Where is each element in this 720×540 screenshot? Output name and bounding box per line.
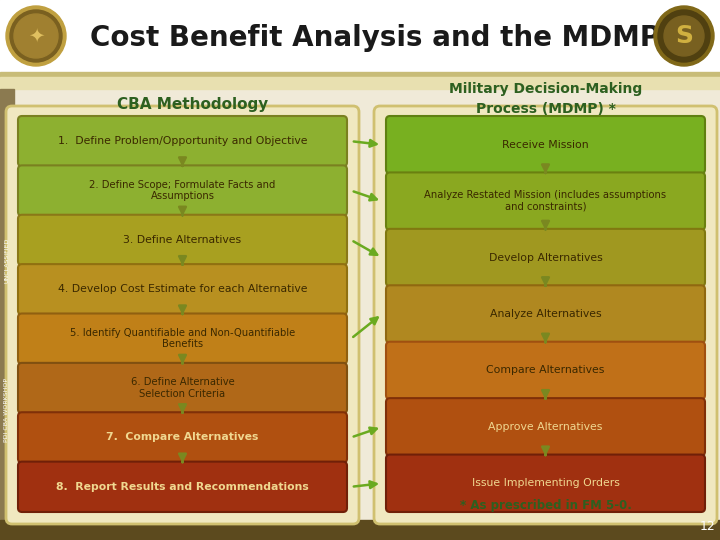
Text: UNCLASSIFIED: UNCLASSIFIED — [4, 237, 9, 282]
Bar — [0, 520, 720, 540]
Text: * As prescribed in FM 5-0.: * As prescribed in FM 5-0. — [459, 498, 631, 511]
FancyBboxPatch shape — [6, 106, 359, 524]
Text: Issue Implementing Orders: Issue Implementing Orders — [472, 478, 619, 488]
Text: Military Decision-Making
Process (MDMP) *: Military Decision-Making Process (MDMP) … — [449, 82, 642, 116]
Text: Cost Benefit Analysis and the MDMP: Cost Benefit Analysis and the MDMP — [90, 24, 660, 52]
Text: Analyze Alternatives: Analyze Alternatives — [490, 309, 601, 319]
Text: 8.  Report Results and Recommendations: 8. Report Results and Recommendations — [56, 482, 309, 492]
FancyBboxPatch shape — [18, 215, 347, 265]
Circle shape — [654, 6, 714, 66]
Text: 4. Develop Cost Estimate for each Alternative: 4. Develop Cost Estimate for each Altern… — [58, 285, 307, 294]
Text: 12: 12 — [700, 521, 716, 534]
FancyBboxPatch shape — [386, 116, 705, 173]
Bar — [0, 0, 720, 72]
FancyBboxPatch shape — [18, 363, 347, 413]
Text: 5. Identify Quantifiable and Non-Quantifiable
Benefits: 5. Identify Quantifiable and Non-Quantif… — [70, 328, 295, 349]
Circle shape — [664, 16, 704, 56]
FancyBboxPatch shape — [386, 455, 705, 512]
Text: Develop Alternatives: Develop Alternatives — [489, 253, 603, 262]
FancyBboxPatch shape — [18, 116, 347, 166]
FancyBboxPatch shape — [386, 398, 705, 456]
Text: S: S — [675, 24, 693, 48]
Bar — [0, 77, 720, 89]
FancyBboxPatch shape — [386, 285, 705, 343]
Text: 2. Define Scope; Formulate Facts and
Assumptions: 2. Define Scope; Formulate Facts and Ass… — [89, 180, 276, 201]
FancyBboxPatch shape — [386, 342, 705, 399]
Circle shape — [14, 14, 58, 58]
Text: ✦: ✦ — [28, 26, 44, 45]
Circle shape — [658, 10, 710, 62]
FancyBboxPatch shape — [386, 229, 705, 286]
Text: 3. Define Alternatives: 3. Define Alternatives — [123, 235, 242, 245]
Text: Approve Alternatives: Approve Alternatives — [488, 422, 603, 432]
FancyBboxPatch shape — [18, 462, 347, 512]
FancyBboxPatch shape — [18, 165, 347, 216]
Circle shape — [10, 10, 62, 62]
Bar — [0, 89, 14, 540]
Text: 7.  Compare Alternatives: 7. Compare Alternatives — [107, 433, 258, 442]
FancyBboxPatch shape — [386, 172, 705, 230]
Text: PDI CBA WORKSHOP: PDI CBA WORKSHOP — [4, 378, 9, 442]
Text: 1.  Define Problem/Opportunity and Objective: 1. Define Problem/Opportunity and Object… — [58, 136, 307, 146]
Text: CBA Methodology: CBA Methodology — [117, 98, 268, 112]
FancyBboxPatch shape — [18, 264, 347, 314]
Text: Analyze Restated Mission (includes assumptions
and constraints): Analyze Restated Mission (includes assum… — [424, 190, 667, 212]
FancyBboxPatch shape — [18, 412, 347, 463]
FancyBboxPatch shape — [374, 106, 717, 524]
Bar — [0, 72, 720, 77]
Text: Receive Mission: Receive Mission — [502, 140, 589, 150]
FancyBboxPatch shape — [18, 314, 347, 364]
Text: Compare Alternatives: Compare Alternatives — [486, 366, 605, 375]
Circle shape — [6, 6, 66, 66]
Text: 6. Define Alternative
Selection Criteria: 6. Define Alternative Selection Criteria — [130, 377, 235, 399]
